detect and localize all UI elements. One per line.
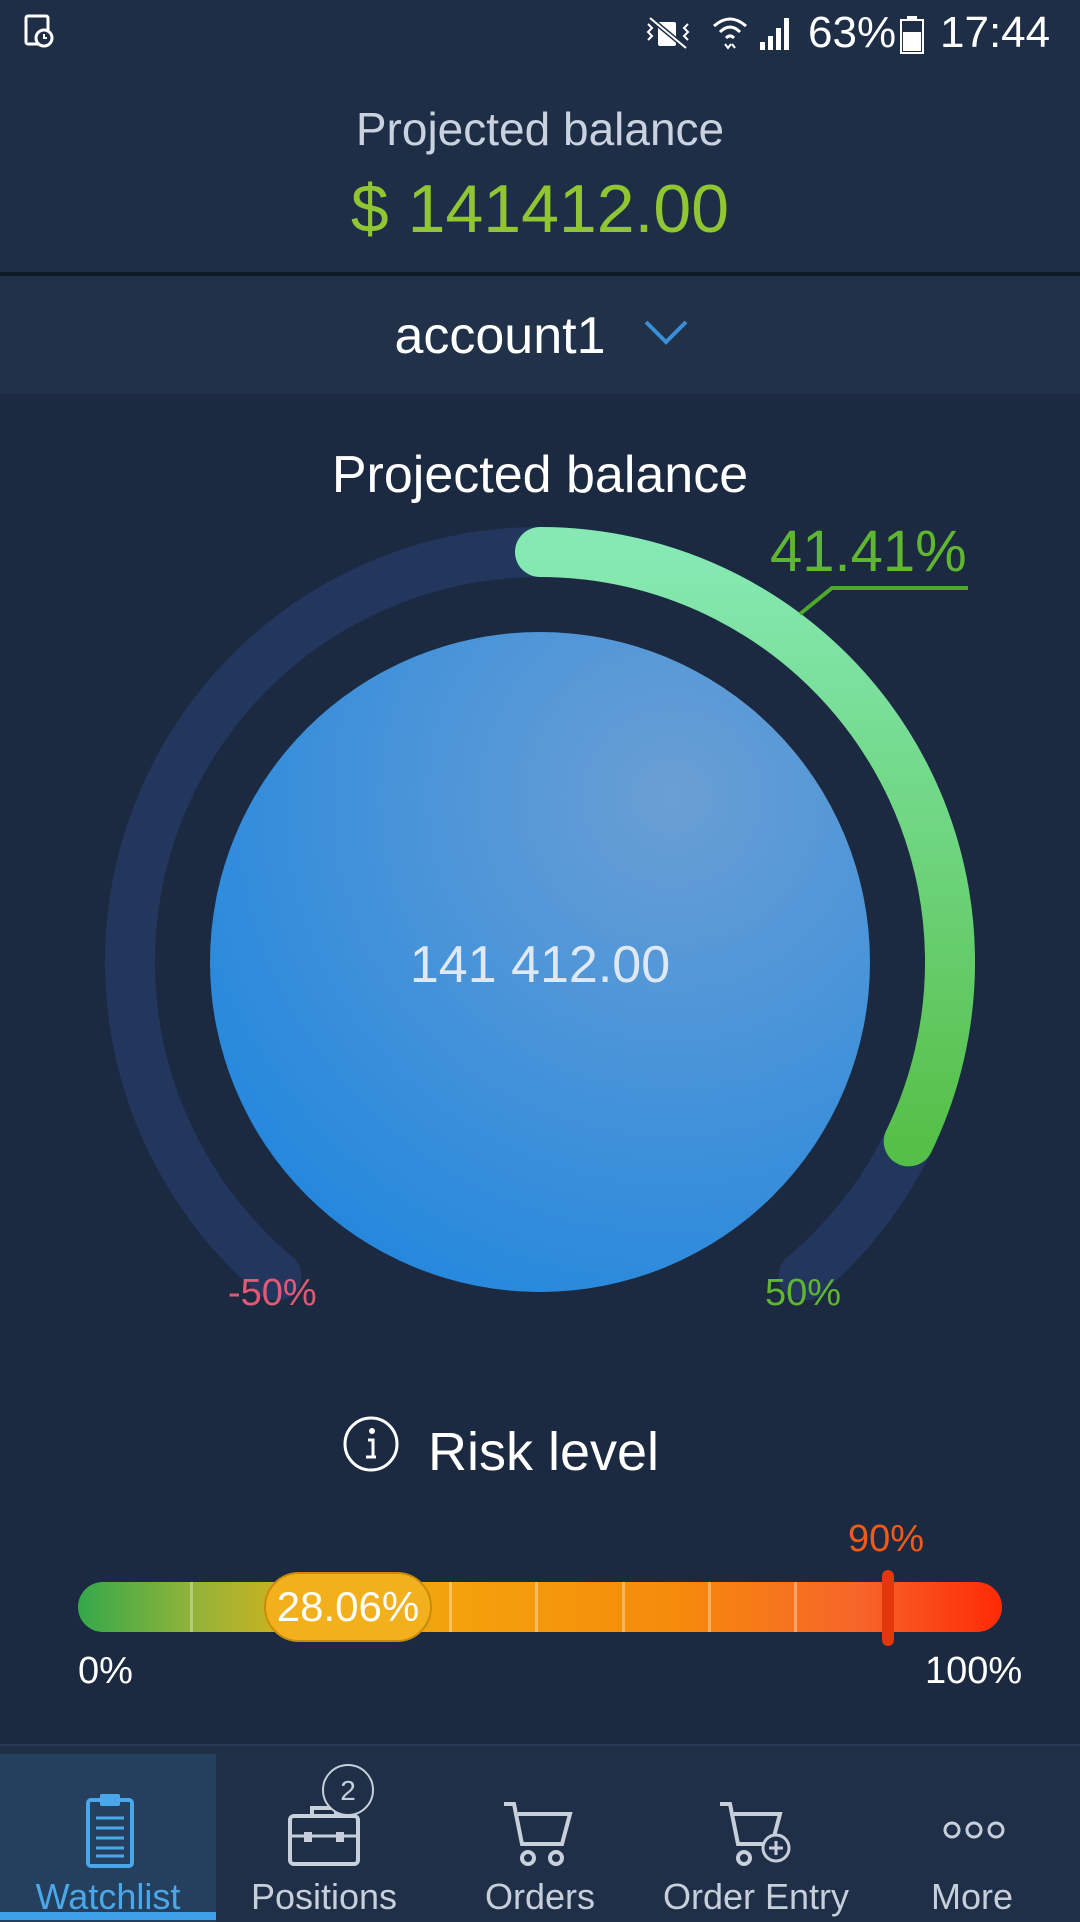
nav-order-entry-label: Order Entry — [662, 1876, 850, 1917]
nav-positions[interactable]: Positions — [216, 1754, 432, 1922]
more-icon — [943, 1821, 1005, 1839]
header-title: Projected balance — [355, 103, 725, 155]
nav-active-indicator — [0, 1912, 216, 1920]
battery-percent: 63% — [808, 8, 897, 57]
signal-icon — [760, 18, 789, 50]
device-schedule-icon — [24, 14, 54, 48]
info-icon[interactable] — [342, 1415, 400, 1473]
risk-level-header: Risk level — [0, 1415, 1080, 1485]
risk-level-title: Risk level — [428, 1422, 660, 1482]
vibrate-mute-icon — [646, 16, 690, 50]
nav-watchlist-label: Watchlist — [35, 1876, 181, 1917]
gauge-title: Projected balance — [331, 446, 749, 504]
account-selector[interactable]: account1 — [0, 276, 1080, 394]
nav-more[interactable]: More — [864, 1754, 1080, 1922]
risk-current-badge: 28.06% — [264, 1572, 432, 1642]
nav-positions-label: Positions — [250, 1876, 398, 1917]
risk-bar-tick — [794, 1582, 797, 1632]
status-bar: 63% 17:44 — [0, 0, 1080, 72]
chevron-down-icon — [644, 320, 688, 345]
risk-bar-tick — [190, 1582, 193, 1632]
header-divider — [0, 272, 1080, 276]
gauge-callout-line — [798, 586, 968, 616]
gauge-min-label: -50% — [228, 1272, 317, 1314]
header-balance-value: $ 141412.00 — [350, 171, 730, 247]
risk-bar-tick — [708, 1582, 711, 1632]
gauge-percent-label: 41.41% — [770, 519, 967, 584]
nav-orders[interactable]: Orders — [432, 1754, 648, 1922]
nav-more-label: More — [930, 1876, 1014, 1917]
cart-plus-icon — [720, 1802, 791, 1866]
wifi-icon — [713, 17, 747, 50]
clipboard-icon — [86, 1794, 134, 1868]
balance-header: Projected balance $ 141412.00 — [0, 72, 1080, 272]
nav-order-entry[interactable]: Order Entry — [648, 1754, 864, 1922]
briefcase-icon — [288, 1806, 360, 1866]
positions-count-badge: 2 — [322, 1764, 374, 1816]
risk-level-bar — [78, 1582, 1002, 1632]
cart-icon — [504, 1802, 573, 1866]
battery-icon — [900, 16, 924, 54]
bottom-navigation: Watchlist Positions Orders Order Entry — [0, 1744, 1080, 1922]
account-name: account1 — [394, 307, 606, 365]
risk-bar-tick — [449, 1582, 452, 1632]
risk-bar-tick — [535, 1582, 538, 1632]
projected-balance-gauge — [105, 527, 976, 1300]
gauge-inner-circle — [210, 632, 870, 1292]
risk-bar-tick — [622, 1582, 625, 1632]
risk-min-label: 0% — [78, 1650, 133, 1692]
gauge-progress-arc — [515, 527, 976, 1167]
risk-threshold-label: 90% — [848, 1518, 925, 1560]
gauge-max-label: 50% — [765, 1272, 842, 1314]
nav-watchlist[interactable]: Watchlist — [0, 1754, 216, 1922]
risk-threshold-marker — [882, 1570, 894, 1646]
risk-max-label: 100% — [925, 1650, 1023, 1692]
gauge-center-value: 141 412.00 — [409, 936, 671, 994]
clock: 17:44 — [940, 8, 1051, 57]
nav-orders-label: Orders — [484, 1876, 596, 1917]
